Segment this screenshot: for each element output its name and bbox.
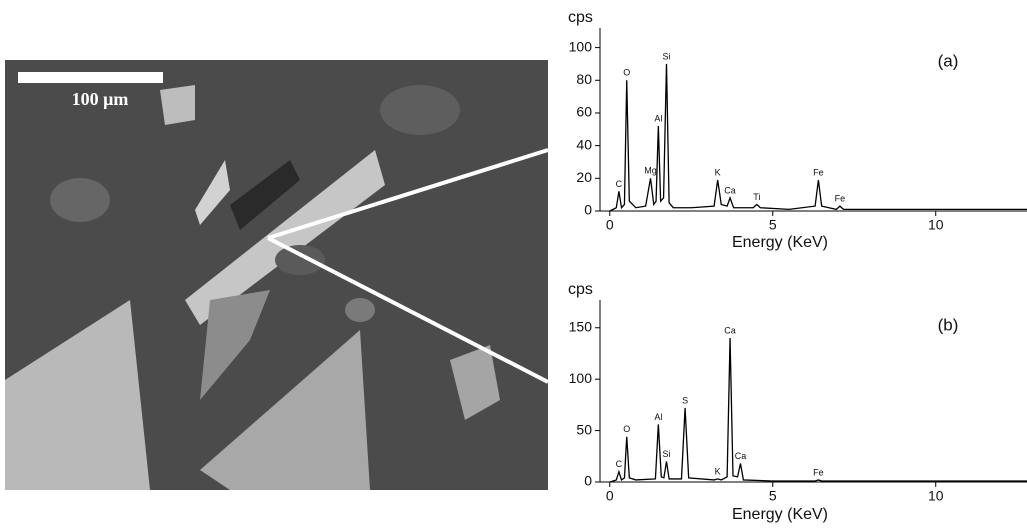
y-tick-label: 80: [576, 71, 592, 87]
x-tick-label: 0: [606, 217, 614, 233]
x-tick-label: 10: [928, 217, 944, 233]
y-axis-label: cps: [568, 9, 593, 26]
y-tick-label: 50: [576, 421, 592, 437]
peak-label: C: [616, 459, 623, 469]
peak-label: Si: [662, 449, 670, 459]
scale-bar-label: 100 μm: [72, 89, 129, 109]
y-tick-label: 150: [569, 318, 593, 334]
x-tick-label: 5: [769, 217, 777, 233]
y-tick-label: 0: [584, 202, 592, 218]
y-tick-label: 40: [576, 136, 592, 152]
x-axis-label: Energy (KeV): [732, 506, 828, 523]
x-tick-label: 5: [769, 488, 777, 504]
panel-label: (a): [938, 51, 959, 70]
x-axis-label: Energy (KeV): [732, 234, 828, 251]
peak-label: Fe: [835, 193, 846, 203]
peak-label: O: [623, 68, 630, 78]
peak-label: Mg: [644, 166, 657, 176]
peak-label: Al: [654, 113, 662, 123]
sem-image: 100 μm: [5, 60, 549, 490]
y-tick-label: 60: [576, 104, 592, 120]
peak-label: Ca: [735, 451, 747, 461]
spectrum-line: [609, 338, 1027, 483]
peak-label: Ti: [753, 192, 760, 202]
peak-label: Ca: [724, 185, 736, 195]
y-tick-label: 100: [569, 370, 593, 386]
peak-label: C: [616, 179, 623, 189]
x-tick-label: 10: [928, 488, 944, 504]
y-tick-label: 0: [584, 473, 592, 489]
y-tick-label: 100: [569, 38, 593, 54]
peak-label: K: [715, 167, 721, 177]
peak-label: K: [715, 466, 721, 476]
spectrum-line: [609, 63, 1027, 212]
peak-label: O: [623, 424, 630, 434]
peak-label: Ca: [724, 325, 736, 335]
x-tick-label: 0: [606, 488, 614, 504]
y-axis-label: cps: [568, 281, 593, 298]
peak-label: Fe: [813, 467, 824, 477]
peak-label: S: [682, 395, 688, 405]
panel-label: (b): [938, 315, 959, 334]
peak-label: Si: [662, 51, 670, 61]
peak-label: Fe: [813, 167, 824, 177]
peak-label: Al: [654, 412, 662, 422]
y-tick-label: 20: [576, 169, 592, 185]
